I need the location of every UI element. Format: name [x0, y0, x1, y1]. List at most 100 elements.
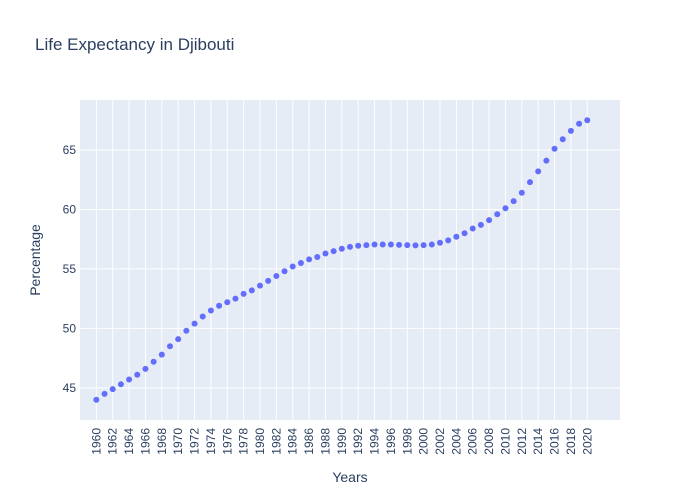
data-point[interactable] [150, 358, 157, 365]
data-point[interactable] [183, 327, 190, 334]
data-point[interactable] [175, 336, 182, 343]
data-points [93, 117, 591, 403]
x-tick-label: 2000 [417, 428, 431, 455]
x-tick-label: 2008 [482, 428, 496, 455]
data-point[interactable] [273, 273, 280, 280]
x-tick-label: 2002 [433, 428, 447, 455]
data-point[interactable] [289, 263, 296, 270]
data-point[interactable] [469, 225, 476, 232]
x-tick-label: 2004 [449, 428, 463, 455]
data-point[interactable] [461, 230, 468, 237]
data-point[interactable] [338, 245, 345, 252]
data-point[interactable] [265, 277, 272, 284]
data-point[interactable] [232, 295, 239, 302]
data-point[interactable] [101, 390, 108, 397]
data-point[interactable] [437, 239, 443, 246]
data-point[interactable] [371, 241, 378, 248]
data-point[interactable] [347, 243, 353, 250]
data-point[interactable] [396, 241, 403, 248]
data-point[interactable] [412, 242, 419, 249]
x-tick-label: 1990 [335, 428, 349, 455]
x-tick-label: 1966 [138, 428, 152, 455]
data-point[interactable] [428, 241, 435, 248]
x-axis-title: Years [332, 469, 367, 485]
x-tick-label: 1988 [318, 428, 332, 455]
plot-background [80, 100, 620, 420]
data-point[interactable] [207, 307, 214, 314]
data-point[interactable] [584, 117, 591, 124]
x-tick-label: 2016 [548, 428, 562, 455]
y-tick-label: 55 [63, 262, 77, 276]
x-tick-label: 2020 [580, 428, 594, 455]
data-point[interactable] [117, 381, 124, 388]
x-tick-label: 1962 [106, 428, 120, 455]
data-point[interactable] [486, 217, 493, 224]
data-point[interactable] [518, 189, 525, 196]
x-tick-label: 1980 [253, 428, 267, 455]
data-point[interactable] [297, 259, 304, 266]
data-point[interactable] [502, 205, 509, 212]
data-point[interactable] [379, 241, 386, 248]
data-point[interactable] [216, 302, 223, 309]
data-point[interactable] [535, 168, 542, 175]
x-tick-label: 1982 [269, 428, 283, 455]
x-tick-label: 1998 [400, 428, 414, 455]
x-tick-label: 2014 [531, 428, 545, 455]
x-tick-label: 2012 [515, 428, 529, 455]
data-point[interactable] [527, 179, 533, 186]
data-point[interactable] [109, 386, 116, 393]
x-tick-label: 1968 [155, 428, 169, 455]
data-point[interactable] [199, 313, 206, 320]
y-tick-label: 65 [63, 143, 77, 157]
chart-title: Life Expectancy in Djibouti [35, 35, 234, 54]
data-point[interactable] [387, 241, 394, 248]
data-point[interactable] [167, 343, 173, 350]
data-point[interactable] [567, 127, 574, 134]
y-axis-title: Percentage [27, 224, 43, 296]
y-tick-label: 50 [63, 321, 77, 335]
y-tick-labels: 45 50 55 60 65 [63, 143, 77, 395]
data-point[interactable] [510, 198, 517, 205]
data-point[interactable] [322, 250, 329, 257]
x-tick-label: 1992 [351, 428, 365, 455]
y-tick-label: 45 [63, 381, 77, 395]
x-tick-label: 1974 [204, 428, 218, 455]
data-point[interactable] [142, 365, 149, 372]
data-point[interactable] [576, 120, 583, 127]
data-point[interactable] [306, 256, 313, 263]
data-point[interactable] [281, 268, 288, 275]
data-point[interactable] [551, 145, 558, 152]
data-point[interactable] [355, 242, 362, 249]
data-point[interactable] [420, 242, 427, 249]
data-point[interactable] [363, 242, 370, 249]
data-point[interactable] [134, 371, 141, 378]
data-point[interactable] [257, 282, 263, 289]
data-point[interactable] [543, 157, 550, 164]
x-tick-label: 1972 [188, 428, 202, 455]
x-tick-label: 2010 [498, 428, 512, 455]
x-tick-label: 1984 [286, 428, 300, 455]
data-point[interactable] [477, 221, 484, 228]
x-tick-labels: 1960 1962 1964 1966 1968 1970 1972 1974 1976 1978… [89, 428, 594, 455]
x-tick-label: 1978 [237, 428, 251, 455]
data-point[interactable] [314, 254, 321, 261]
data-point[interactable] [224, 299, 231, 306]
data-point[interactable] [445, 237, 452, 244]
x-tick-label: 1994 [368, 428, 382, 455]
data-point[interactable] [404, 242, 411, 249]
x-tick-label: 1964 [122, 428, 136, 455]
data-point[interactable] [330, 248, 337, 255]
data-point[interactable] [453, 233, 460, 240]
data-point[interactable] [248, 287, 255, 294]
data-point[interactable] [158, 351, 165, 358]
data-point[interactable] [93, 396, 100, 403]
x-tick-label: 1960 [89, 428, 103, 455]
x-tick-label: 1996 [384, 428, 398, 455]
data-point[interactable] [559, 136, 566, 143]
data-point[interactable] [494, 211, 501, 218]
y-tick-label: 60 [63, 202, 77, 216]
data-point[interactable] [191, 320, 198, 327]
data-point[interactable] [126, 376, 133, 383]
data-point[interactable] [240, 290, 247, 297]
